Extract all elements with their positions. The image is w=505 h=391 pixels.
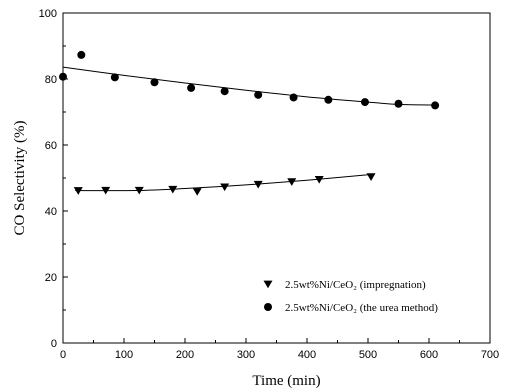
- x-tick-label: 400: [298, 349, 316, 361]
- data-point-series-1: [59, 72, 67, 81]
- data-point-series-1: [431, 101, 440, 110]
- fit-line-series-1: [62, 66, 439, 106]
- data-point-series-0: [168, 185, 178, 194]
- data-point-series-1: [187, 83, 196, 92]
- data-point-series-1: [289, 93, 298, 102]
- data-point-series-0: [366, 173, 376, 181]
- legend-entry-series-1: 2.5wt%Ni/CeO₂ (the urea method): [285, 302, 438, 314]
- data-point-series-0: [134, 186, 144, 195]
- legend: 2.5wt%Ni/CeO₂ (impregnation) 2.5wt%Ni/CeO…: [263, 279, 438, 314]
- data-point-series-1: [150, 78, 159, 87]
- data-point-series-1: [394, 99, 403, 108]
- data-point-series-1: [77, 50, 86, 59]
- x-tick-label: 100: [115, 349, 133, 361]
- y-tick-label: 40: [45, 206, 57, 218]
- x-tick-label: 300: [237, 349, 255, 361]
- y-tick-label: 0: [51, 338, 57, 350]
- y-tick-label: 20: [45, 272, 57, 284]
- y-axis-label: CO Selectivity (%): [12, 121, 28, 236]
- data-point-series-0: [101, 186, 111, 195]
- data-point-series-0: [287, 178, 297, 186]
- x-axis-label: Time (min): [252, 373, 320, 389]
- data-point-series-0: [192, 188, 202, 196]
- data-point-series-1: [324, 95, 333, 104]
- x-tick-label: 700: [481, 349, 499, 361]
- data-point-series-0: [220, 183, 230, 192]
- x-tick-label: 0: [60, 349, 66, 361]
- data-point-series-1: [254, 90, 263, 99]
- data-point-series-1: [220, 87, 229, 96]
- legend-marker-series-0: [263, 280, 273, 289]
- data-point-series-0: [253, 180, 263, 189]
- y-tick-label: 60: [45, 140, 57, 152]
- x-tick-label: 200: [176, 349, 194, 361]
- legend-marker-series-1: [264, 303, 272, 311]
- y-tick-label: 100: [39, 8, 57, 20]
- y-tick-label: 80: [45, 74, 57, 86]
- data-point-series-0: [314, 175, 324, 184]
- x-tick-label: 500: [359, 349, 377, 361]
- plot-area: [62, 12, 491, 344]
- data-point-series-0: [73, 187, 83, 195]
- x-tick-label: 600: [420, 349, 438, 361]
- data-point-series-1: [110, 73, 119, 82]
- fit-line-series-0: [75, 174, 369, 192]
- data-point-series-1: [360, 98, 369, 107]
- legend-entry-series-0: 2.5wt%Ni/CeO₂ (impregnation): [285, 279, 426, 291]
